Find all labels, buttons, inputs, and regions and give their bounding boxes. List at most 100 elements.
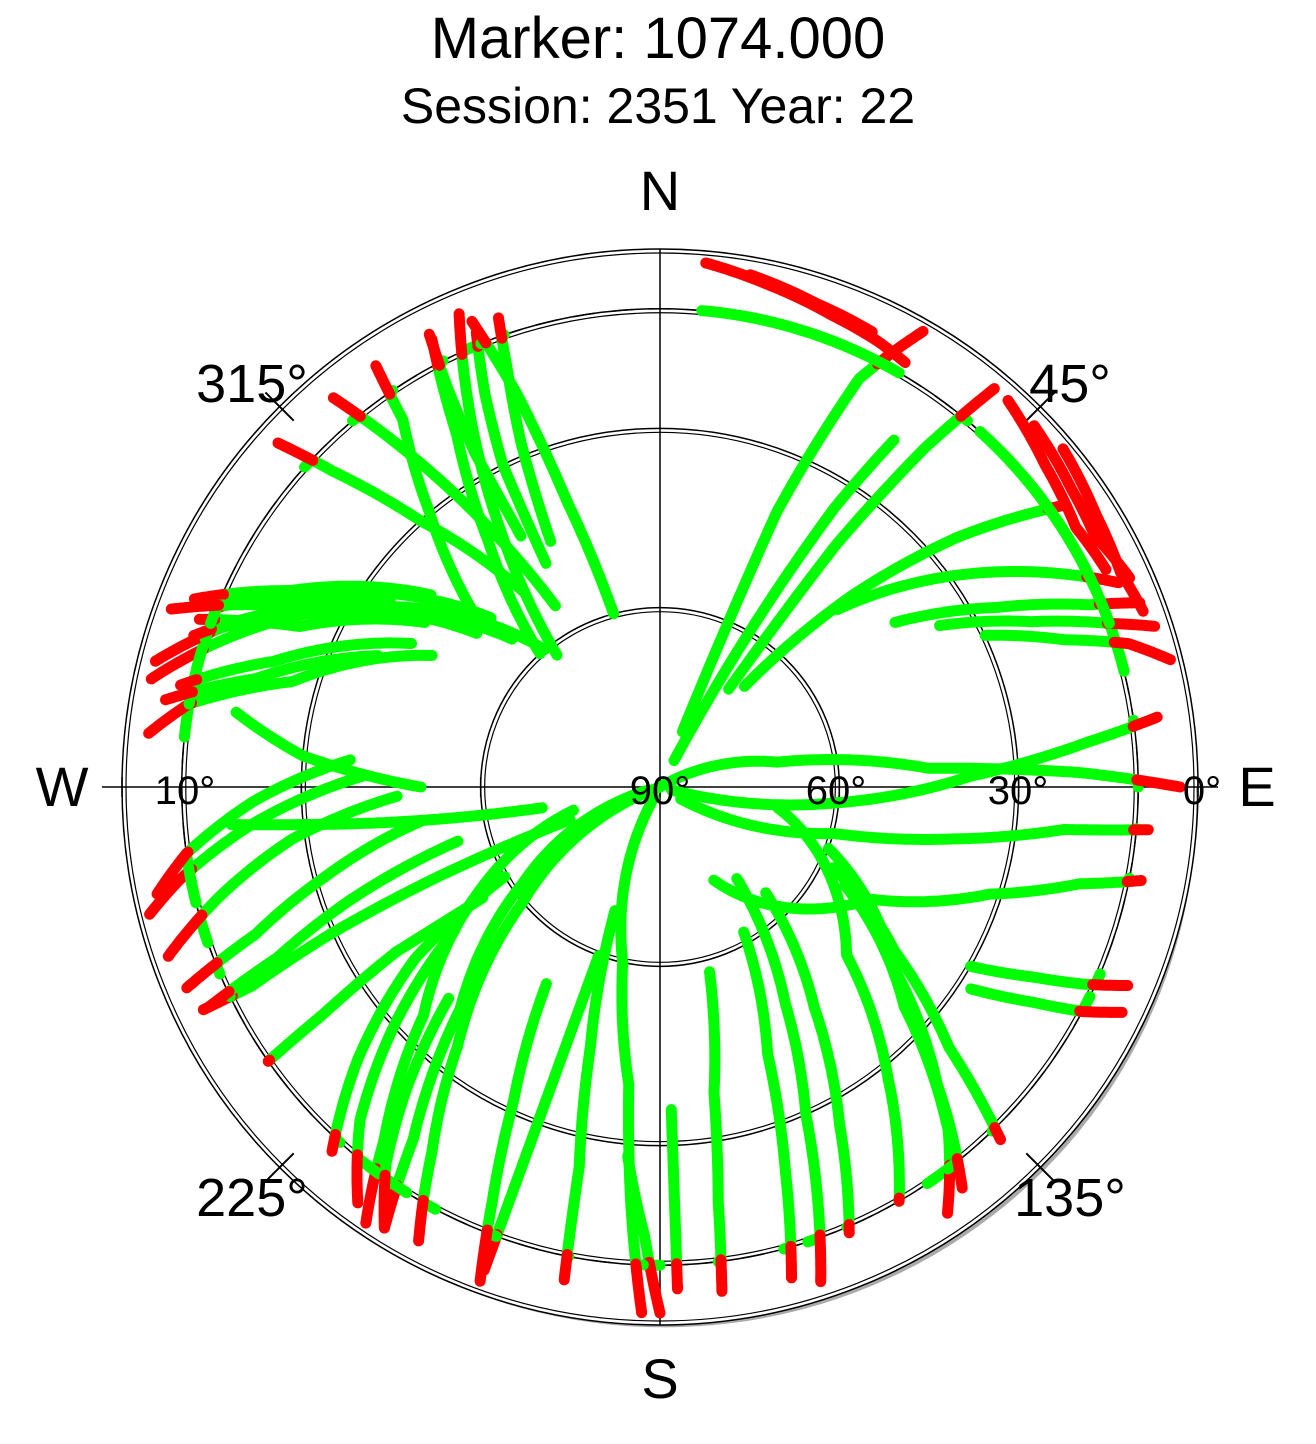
low-elevation-segment — [360, 1163, 382, 1229]
low-elevation-segment — [203, 986, 235, 1013]
low-elevation-segment — [262, 1054, 276, 1067]
low-elevation-segment — [378, 1169, 391, 1234]
elevation-label-0: 0° — [1183, 769, 1221, 813]
satellite-track — [675, 793, 1142, 845]
low-elevation-segment — [144, 863, 198, 920]
satellite-track — [224, 814, 576, 1003]
low-elevation-segment — [162, 909, 208, 962]
satellite-track — [1020, 474, 1115, 629]
satellite-track — [654, 754, 1144, 793]
satellite-tracks — [143, 257, 1186, 1319]
azimuth-label-135: 135° — [1014, 1168, 1126, 1228]
chart-title: Marker: 1074.000 — [431, 6, 886, 71]
compass-east-label: E — [1238, 755, 1275, 818]
low-elevation-segment — [413, 1194, 429, 1247]
low-elevation-segment — [1002, 395, 1112, 575]
satellite-track — [379, 992, 455, 1199]
low-elevation-segment — [370, 360, 396, 400]
low-elevation-segment — [181, 957, 223, 994]
azimuth-label-45: 45° — [1029, 354, 1111, 414]
low-elevation-segment — [143, 697, 198, 739]
low-elevation-segment — [466, 315, 492, 349]
satellite-track — [676, 356, 905, 738]
azimuth-tick-45 — [1025, 391, 1056, 422]
low-elevation-segment — [165, 599, 224, 615]
low-elevation-segment — [493, 312, 508, 344]
low-elevation-segment — [1121, 875, 1147, 888]
azimuth-tick-135 — [1025, 1152, 1056, 1183]
satellite-track — [230, 706, 427, 793]
low-elevation-segment — [272, 437, 319, 466]
satellite-track — [739, 503, 1058, 692]
low-elevation-segment — [327, 392, 366, 422]
low-elevation-segment — [1127, 711, 1163, 732]
satellite-track — [760, 887, 855, 1233]
low-elevation-segment — [1108, 636, 1176, 666]
satellite-track — [475, 336, 620, 620]
satellite-track — [665, 1104, 683, 1271]
low-elevation-segment — [453, 308, 468, 360]
low-elevation-segment — [744, 269, 878, 338]
low-elevation-segment — [671, 1258, 683, 1295]
satellite-track — [186, 637, 417, 694]
satellite-track — [262, 892, 489, 1067]
low-elevation-segment — [423, 328, 445, 371]
low-elevation-segment — [989, 1122, 1006, 1146]
low-elevation-segment — [951, 1153, 968, 1194]
azimuth-tick-225 — [264, 1152, 295, 1183]
chart-subtitle: Session: 2351 Year: 22 — [401, 78, 915, 134]
elevation-label-10: 10° — [155, 769, 216, 813]
low-elevation-segment — [630, 1258, 648, 1319]
low-elevation-segment — [1131, 774, 1186, 793]
satellite-track — [827, 862, 1001, 1137]
low-elevation-segment — [151, 846, 194, 900]
low-elevation-segment — [1087, 979, 1134, 991]
satellite-track — [222, 835, 464, 1003]
low-elevation-segment — [474, 1224, 493, 1287]
compass-south-label: S — [641, 1347, 678, 1410]
low-elevation-segment — [145, 643, 209, 685]
low-elevation-segment — [1101, 617, 1161, 632]
satellite-track — [490, 950, 605, 1242]
low-elevation-segment — [785, 1240, 797, 1284]
low-elevation-segment — [175, 674, 203, 691]
low-elevation-segment — [872, 325, 929, 370]
satellite-track — [180, 754, 356, 892]
satellite-track — [391, 784, 654, 1199]
low-elevation-segment — [188, 623, 217, 641]
satellite-track — [737, 310, 868, 360]
azimuth-label-315: 315° — [196, 354, 308, 414]
satellite-track — [965, 960, 1106, 991]
azimuth-label-225: 225° — [196, 1168, 308, 1228]
elevation-label-60: 60° — [806, 769, 867, 813]
low-elevation-segment — [326, 1129, 341, 1157]
elevation-label-90: 90° — [630, 769, 691, 813]
satellite-track — [615, 791, 660, 1271]
azimuth-tick-315 — [264, 391, 295, 422]
low-elevation-segment — [643, 1256, 666, 1319]
satellite-track — [979, 629, 1130, 677]
satellite-track — [738, 926, 797, 1255]
satellite-track — [934, 615, 1121, 645]
elevation-label-30: 30° — [988, 769, 1049, 813]
low-elevation-segment — [715, 1254, 728, 1297]
satellite-track — [668, 434, 900, 767]
low-elevation-segment — [188, 589, 229, 605]
compass-west-label: W — [36, 755, 89, 818]
satellite-track — [205, 613, 431, 632]
satellite-track — [708, 872, 1135, 915]
satellite-track — [965, 983, 1096, 1017]
low-elevation-segment — [558, 1249, 573, 1286]
satellite-track — [225, 802, 548, 831]
satellite-track — [561, 905, 621, 1262]
low-elevation-segment — [955, 383, 1000, 422]
low-elevation-segment — [160, 686, 198, 706]
satellite-track — [772, 802, 905, 1207]
satellite-track — [417, 781, 666, 1215]
compass-north-label: N — [640, 159, 680, 222]
satellite-track — [704, 966, 727, 1268]
low-elevation-segment — [814, 1229, 827, 1288]
low-elevation-segment — [351, 1149, 364, 1209]
low-elevation-segment — [1057, 443, 1149, 617]
